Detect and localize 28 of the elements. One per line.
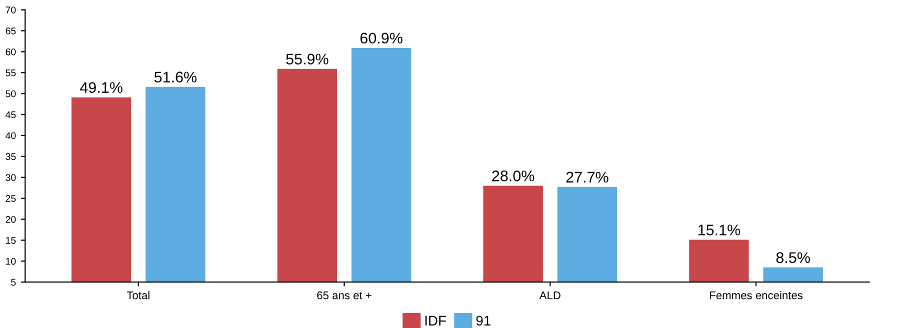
legend-label: IDF [425,316,446,326]
y-tick-label: 25 [6,195,16,202]
x-tick-label: ALD [539,292,560,300]
data-label: 55.9% [286,54,328,64]
data-label: 8.5% [776,252,810,264]
x-tick-label: Femmes enceintes [710,291,803,300]
data-label: 49.1% [80,82,122,93]
data-label: 60.9% [360,32,402,44]
y-tick-label: 35 [6,153,16,160]
y-tick-label: 70 [6,6,16,14]
y-tick-label: 30 [6,174,16,181]
y-tick-label: 45 [6,111,16,118]
y-tick-label: 40 [6,132,16,140]
data-label: 28.0% [492,170,534,182]
y-tick-label: 5 [11,278,16,286]
y-tick-label: 65 [6,28,16,34]
legend-label: 91 [476,316,490,326]
y-tick-label: 15 [6,237,16,244]
y-tick-label: 20 [6,216,16,223]
data-label: 51.6% [154,72,197,82]
data-label: 15.1% [698,224,740,236]
x-tick-label: 65 ans et + [317,291,372,300]
x-tick-label: Total [126,291,150,300]
y-tick-label: 50 [6,90,16,98]
data-label: 27.7% [566,172,608,183]
y-tick-label: 10 [6,258,16,265]
y-tick-label: 55 [6,70,16,76]
y-tick-label: 60 [6,48,16,56]
